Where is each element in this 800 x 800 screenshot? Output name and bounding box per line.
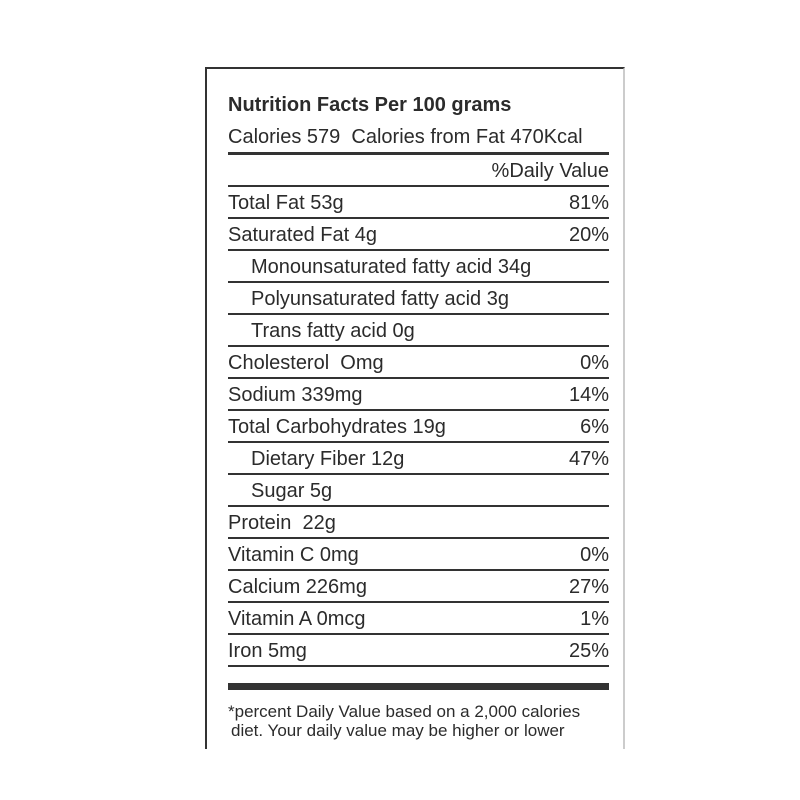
nutrient-row: Saturated Fat 4g 20% xyxy=(228,219,609,251)
nutrient-label: Vitamin A 0mcg xyxy=(228,608,366,630)
nutrient-row: Vitamin A 0mcg 1% xyxy=(228,603,609,635)
nutrient-daily-value: 47% xyxy=(568,448,609,470)
nutrient-daily-value: 1% xyxy=(580,608,609,630)
daily-value-header: %Daily Value xyxy=(228,155,609,187)
footnote: *percent Daily Value based on a 2,000 ca… xyxy=(228,702,609,740)
nutrient-label: Monounsaturated fatty acid 34g xyxy=(251,256,532,278)
nutrient-row: Iron 5mg 25% xyxy=(228,635,609,667)
label-title: Nutrition Facts Per 100 grams xyxy=(228,94,512,116)
nutrient-row: Dietary Fiber 12g 47% xyxy=(228,443,609,475)
daily-value-header-text: %Daily Value xyxy=(491,160,609,182)
nutrient-daily-value: 27% xyxy=(568,576,609,598)
nutrient-row: Cholesterol Omg 0% xyxy=(228,347,609,379)
nutrient-label: Vitamin C 0mg xyxy=(228,544,359,566)
thick-divider xyxy=(228,683,609,690)
nutrient-label: Total Carbohydrates 19g xyxy=(228,416,446,438)
nutrient-label: Dietary Fiber 12g xyxy=(251,448,405,470)
nutrient-row: Calcium 226mg 27% xyxy=(228,571,609,603)
nutrient-row: Monounsaturated fatty acid 34g xyxy=(228,251,609,283)
nutrient-row: Sugar 5g xyxy=(228,475,609,507)
nutrient-daily-value: 81% xyxy=(568,192,609,214)
calories-line: Calories 579 Calories from Fat 470Kcal xyxy=(228,122,609,155)
nutrient-daily-value: 0% xyxy=(580,544,609,566)
nutrient-daily-value: 0% xyxy=(580,352,609,374)
nutrient-row: Trans fatty acid 0g xyxy=(228,315,609,347)
nutrient-row: Vitamin C 0mg 0% xyxy=(228,539,609,571)
nutrient-daily-value: 25% xyxy=(568,640,609,662)
nutrient-row: Total Carbohydrates 19g 6% xyxy=(228,411,609,443)
nutrient-label: Cholesterol Omg xyxy=(228,352,384,374)
nutrient-row: Total Fat 53g 81% xyxy=(228,187,609,219)
nutrient-label: Calcium 226mg xyxy=(228,576,367,598)
nutrient-daily-value: 6% xyxy=(580,416,609,438)
footnote-line-2: diet. Your daily value may be higher or … xyxy=(231,721,565,740)
nutrient-row: Protein 22g xyxy=(228,507,609,539)
nutrient-daily-value: 14% xyxy=(568,384,609,406)
nutrient-label: Protein 22g xyxy=(228,512,336,534)
nutrient-row: Sodium 339mg 14% xyxy=(228,379,609,411)
nutrient-label: Saturated Fat 4g xyxy=(228,224,377,246)
nutrient-daily-value: 20% xyxy=(568,224,609,246)
nutrition-label-frame xyxy=(205,67,625,749)
nutrient-row: Polyunsaturated fatty acid 3g xyxy=(228,283,609,315)
nutrition-facts-panel: Nutrition Facts Per 100 grams Calories 5… xyxy=(228,88,609,740)
nutrient-label: Polyunsaturated fatty acid 3g xyxy=(251,288,509,310)
footnote-line-1: *percent Daily Value based on a 2,000 ca… xyxy=(228,702,581,721)
nutrient-label: Total Fat 53g xyxy=(228,192,344,214)
nutrient-label: Trans fatty acid 0g xyxy=(251,320,415,342)
nutrient-label: Sugar 5g xyxy=(251,480,333,502)
nutrient-rows: Total Fat 53g 81% Saturated Fat 4g 20% Monou… xyxy=(228,187,609,667)
nutrient-label: Iron 5mg xyxy=(228,640,307,662)
nutrient-label: Sodium 339mg xyxy=(228,384,363,406)
